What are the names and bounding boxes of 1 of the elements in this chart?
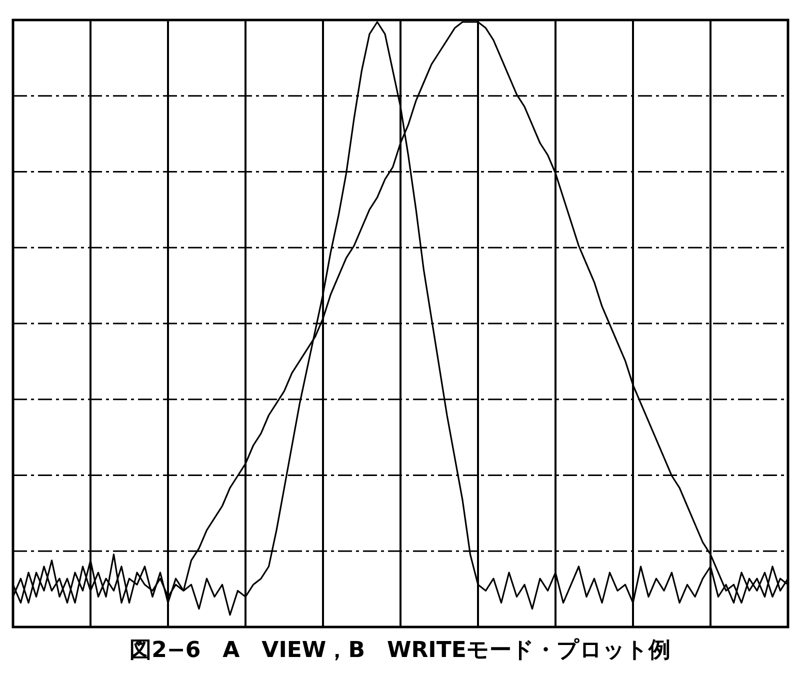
caption: 図2−6 A VIEW，B WRITEモード・プロット例 — [130, 638, 670, 663]
